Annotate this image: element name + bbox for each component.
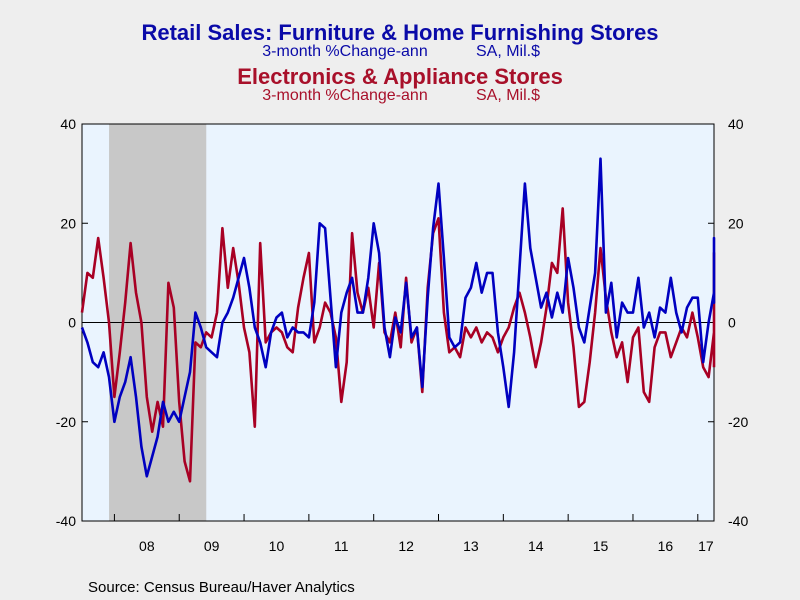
x-tick-label: 11 — [334, 538, 349, 554]
x-tick-label: 14 — [528, 538, 544, 554]
y-tick-label-right: 20 — [728, 215, 744, 231]
chart-subtitle-series1-units: 3-month %Change-ann — [262, 43, 427, 60]
y-tick-label-left: 0 — [68, 315, 76, 331]
y-tick-label-right: -40 — [728, 513, 748, 529]
x-tick-label: 13 — [463, 538, 479, 554]
y-tick-label-left: 20 — [60, 215, 76, 231]
y-tick-label-left: -20 — [56, 414, 76, 430]
series-line-furniture — [80, 157, 716, 478]
chart-subtitle-series1-sa: SA, Mil.$ — [476, 43, 540, 60]
chart-subtitle-series2-sa: SA, Mil.$ — [476, 87, 540, 104]
x-tick-label: 09 — [204, 538, 220, 554]
x-tick-label: 17 — [698, 538, 714, 554]
x-tick-label: 16 — [658, 538, 674, 554]
x-tick-label: 12 — [398, 538, 414, 554]
y-tick-label-right: 0 — [728, 315, 736, 331]
source-note: Source: Census Bureau/Haver Analytics — [88, 579, 355, 596]
chart-subtitle-series2-units: 3-month %Change-ann — [262, 87, 427, 104]
chart-title-series2: Electronics & Appliance Stores — [237, 64, 563, 89]
y-tick-label-right: 40 — [728, 116, 744, 132]
chart-title-series1: Retail Sales: Furniture & Home Furnishin… — [141, 20, 658, 45]
plot-area: 40 40 20 20 0 0 -20 -20 -40 -40 08 09 10 11 12 13 14 15 16… — [56, 116, 749, 554]
y-tick-label-left: -40 — [56, 513, 76, 529]
y-tick-label-left: 40 — [60, 116, 76, 132]
x-tick-label: 08 — [139, 538, 155, 554]
y-tick-label-right: -20 — [728, 414, 748, 430]
x-tick-label: 15 — [593, 538, 609, 554]
x-tick-label: 10 — [269, 538, 285, 554]
